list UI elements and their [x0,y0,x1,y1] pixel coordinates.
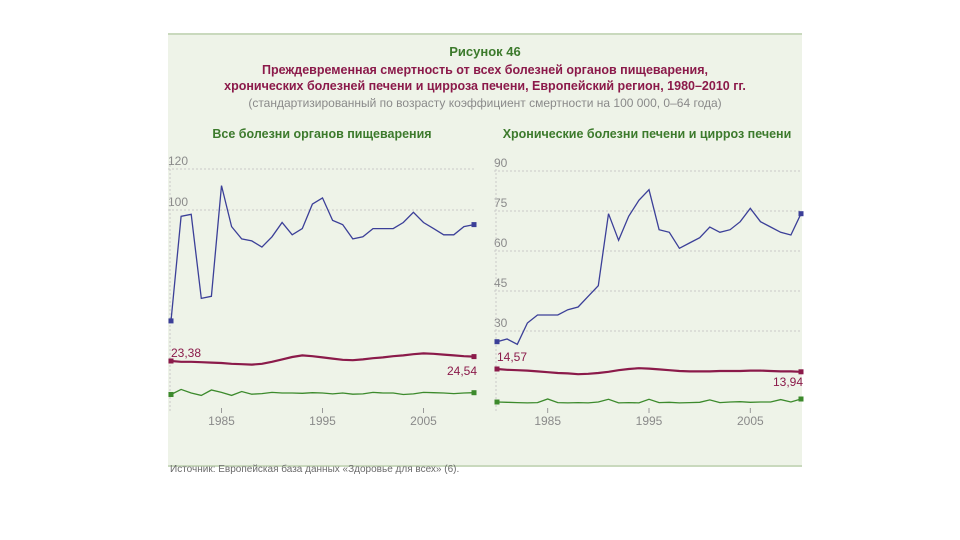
chart-1-series-mean-line [170,352,475,366]
figure-panel: Рисунок 46 Преждевременная смертность от… [168,33,802,467]
chart-2-mean-end-label: 13,94 [773,375,803,389]
chart-2-series-min-line [496,398,802,404]
chart-1-series-mean-start-marker [168,358,174,364]
chart-2-y-tick-90: 90 [494,156,508,170]
chart-2-y-tick-60: 60 [494,236,508,250]
chart-1-y-tick-100: 100 [168,195,188,209]
chart-2-series-max-line [496,188,802,346]
figure-label: Рисунок 46 [449,44,521,59]
chart-2-y-tick-75: 75 [494,196,508,210]
chart-1-x-tick-1985: 1985 [208,414,235,428]
chart-2-series-min-end-marker [798,396,804,402]
figure-title-line2: хронических болезней печени и цирроза пе… [224,79,746,93]
chart-2-series-min-start-marker [494,399,500,405]
chart-2-y-tick-30: 30 [494,316,508,330]
chart-2-series-mean-line [496,367,802,376]
chart-1-series-mean-end-marker [471,354,477,360]
chart-2-x-tick-1995: 1995 [636,414,663,428]
chart-1-series-max-end-marker [471,222,477,228]
chart-1-series-min-start-marker [168,392,174,397]
chart-1-series-max-start-marker [168,318,174,324]
chart-2-series-mean-start-marker [494,366,500,372]
chart-1-y-tick-120: 120 [168,154,188,168]
source-note: Источник: Европейская база данных «Здоро… [170,464,460,475]
chart-1-mean-start-label: 23,38 [171,346,201,360]
figure-subtitle: (стандартизированный по возрасту коэффиц… [248,96,722,110]
chart-1-mean-end-label: 24,54 [447,364,477,378]
chart-1-series-min-end-marker [471,390,477,396]
chart-1-x-tick-1995: 1995 [309,414,336,428]
figure-title-line1: Преждевременная смертность от всех болез… [262,63,708,77]
chart-2-x-tick-2005: 2005 [737,414,764,428]
chart-2-series-max-start-marker [494,339,500,345]
chart-2-series-mean-end-marker [798,369,804,375]
chart-1-series-max-line [170,185,475,321]
chart-2-x-tick-1985: 1985 [534,414,561,428]
chart-1-series-min-line [170,388,475,397]
chart-2-y-tick-45: 45 [494,276,508,290]
chart-1-subtitle: Все болезни органов пищеварения [212,127,431,141]
chart-2-series-max-end-marker [798,211,804,217]
chart-2-mean-start-label: 14,57 [497,350,527,364]
chart-1-x-tick-2005: 2005 [410,414,437,428]
chart-2-subtitle: Хронические болезни печени и цирроз пече… [503,127,792,141]
